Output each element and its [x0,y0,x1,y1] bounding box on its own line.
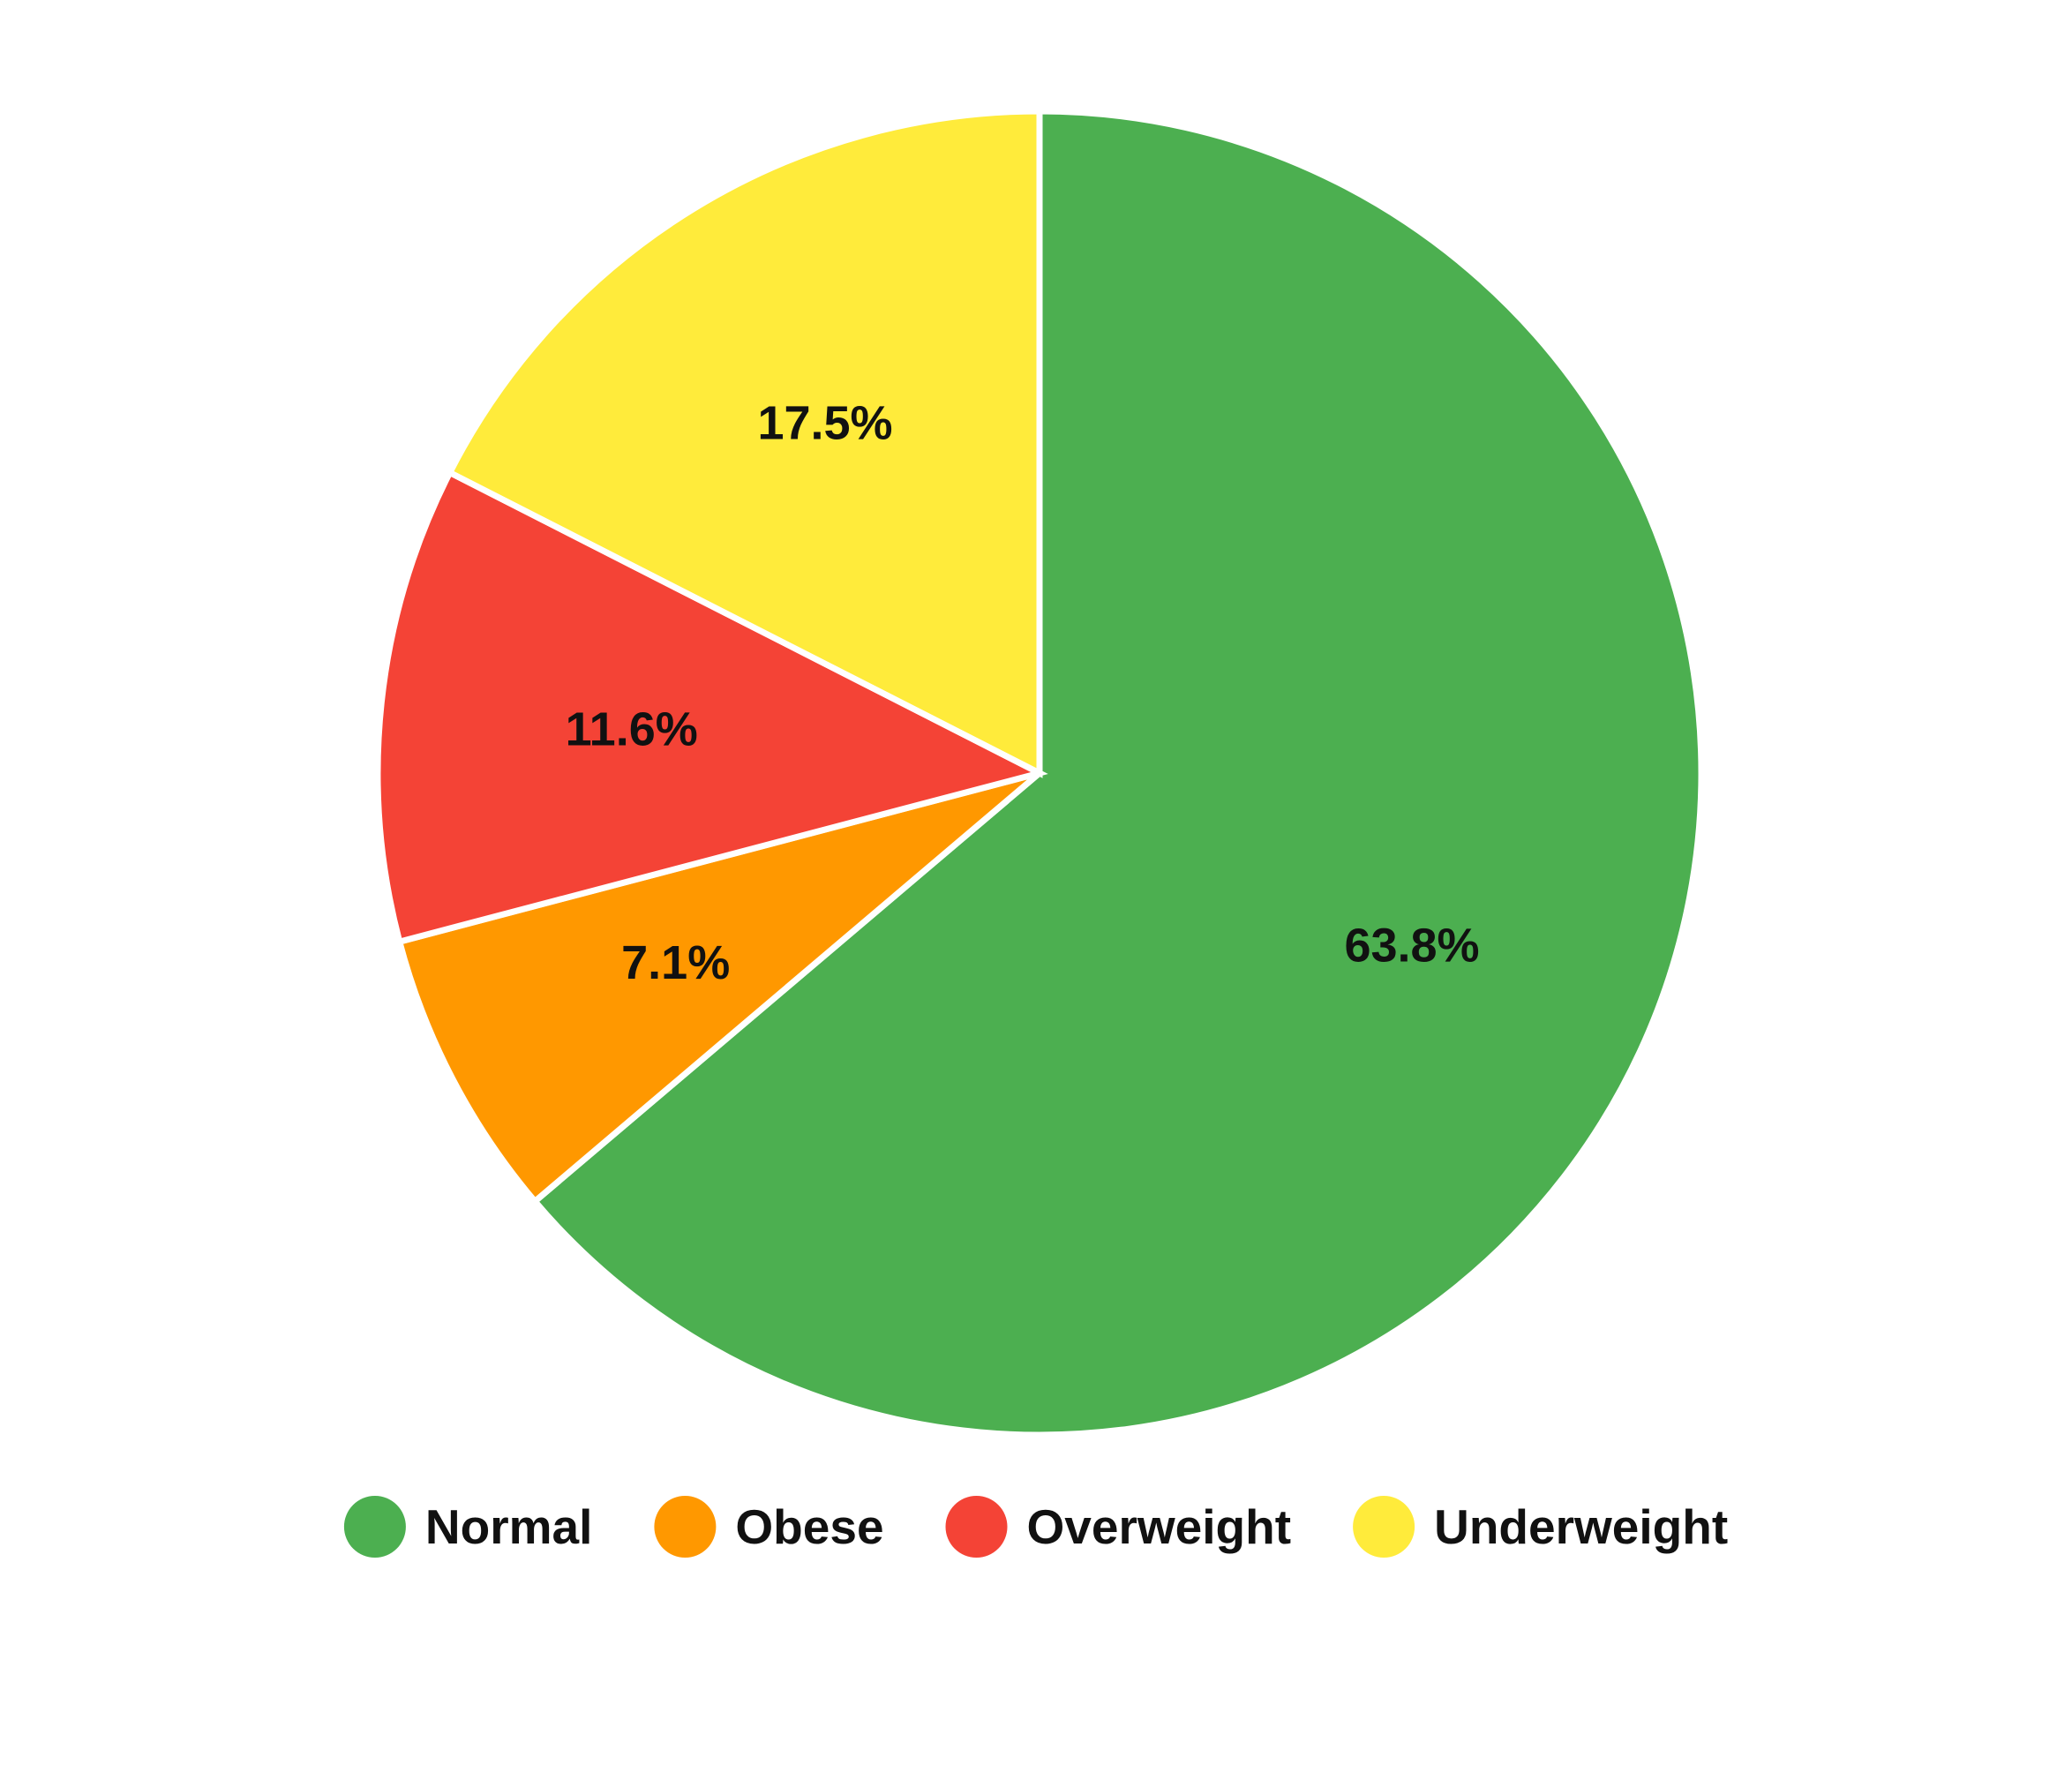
pie-slice-obese[interactable] [395,770,1042,1206]
legend-item-overweight[interactable]: Overweight [945,1496,1292,1558]
legend-swatch-normal [343,1496,406,1558]
legend-swatch-obese [654,1496,717,1558]
slice-label-underweight: 17.5% [757,397,892,450]
legend-item-underweight[interactable]: Underweight [1353,1496,1728,1558]
legend-swatch-overweight [945,1496,1008,1558]
legend-item-obese[interactable]: Obese [654,1496,884,1558]
pie-slice-overweight[interactable] [374,468,1048,946]
pie-slice-normal[interactable] [530,108,1705,1438]
slice-label-obese: 7.1% [621,936,730,989]
slices [374,108,1705,1438]
legend-label-obese: Obese [735,1499,883,1554]
slice-label-normal: 63.8% [1344,919,1479,972]
legend-label-normal: Normal [425,1499,593,1554]
slice-label-overweight: 11.6% [566,702,698,755]
slice-labels: 63.8% 7.1% 11.6% 17.5% [566,397,1480,990]
pie-slice-underweight[interactable] [446,108,1043,778]
legend-swatch-underweight [1353,1496,1415,1558]
legend: Normal Obese Overweight Underweight [343,1496,1728,1558]
legend-item-normal[interactable]: Normal [343,1496,593,1558]
legend-label-underweight: Underweight [1434,1499,1728,1554]
legend-label-overweight: Overweight [1027,1499,1292,1554]
